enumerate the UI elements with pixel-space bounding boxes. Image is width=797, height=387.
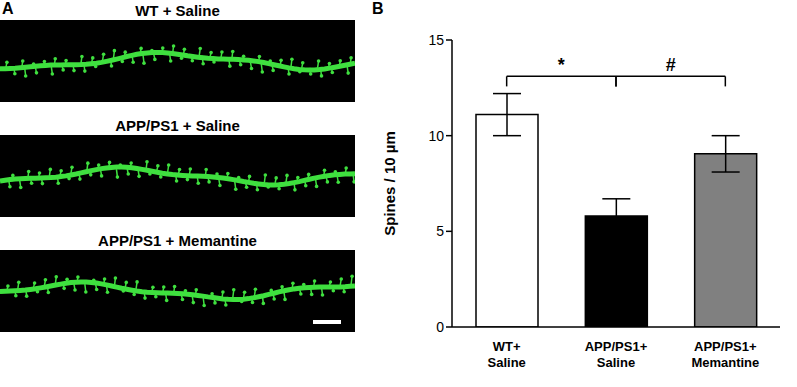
html-text:WT + Saline: WT + Saline <box>135 2 220 19</box>
html-text:APP/PS1 + Saline: APP/PS1 + Saline <box>115 117 240 134</box>
svg-text:Spines / 10 µm: Spines / 10 µm <box>381 131 398 236</box>
html-text:B: B <box>372 0 384 17</box>
svg-text:APP/PS1+Memantine: APP/PS1+Memantine <box>691 339 759 370</box>
svg-text:5: 5 <box>436 223 444 239</box>
svg-text:APP/PS1+Saline: APP/PS1+Saline <box>585 339 648 370</box>
html-text:APP/PS1 + Memantine: APP/PS1 + Memantine <box>98 232 257 249</box>
html-text:A: A <box>2 0 14 17</box>
svg-text:WT+Saline: WT+Saline <box>488 339 526 370</box>
svg-text:15: 15 <box>428 32 444 48</box>
svg-text:#: # <box>666 55 676 75</box>
svg-text:*: * <box>558 55 565 75</box>
svg-text:10: 10 <box>428 128 444 144</box>
svg-text:0: 0 <box>436 319 444 335</box>
